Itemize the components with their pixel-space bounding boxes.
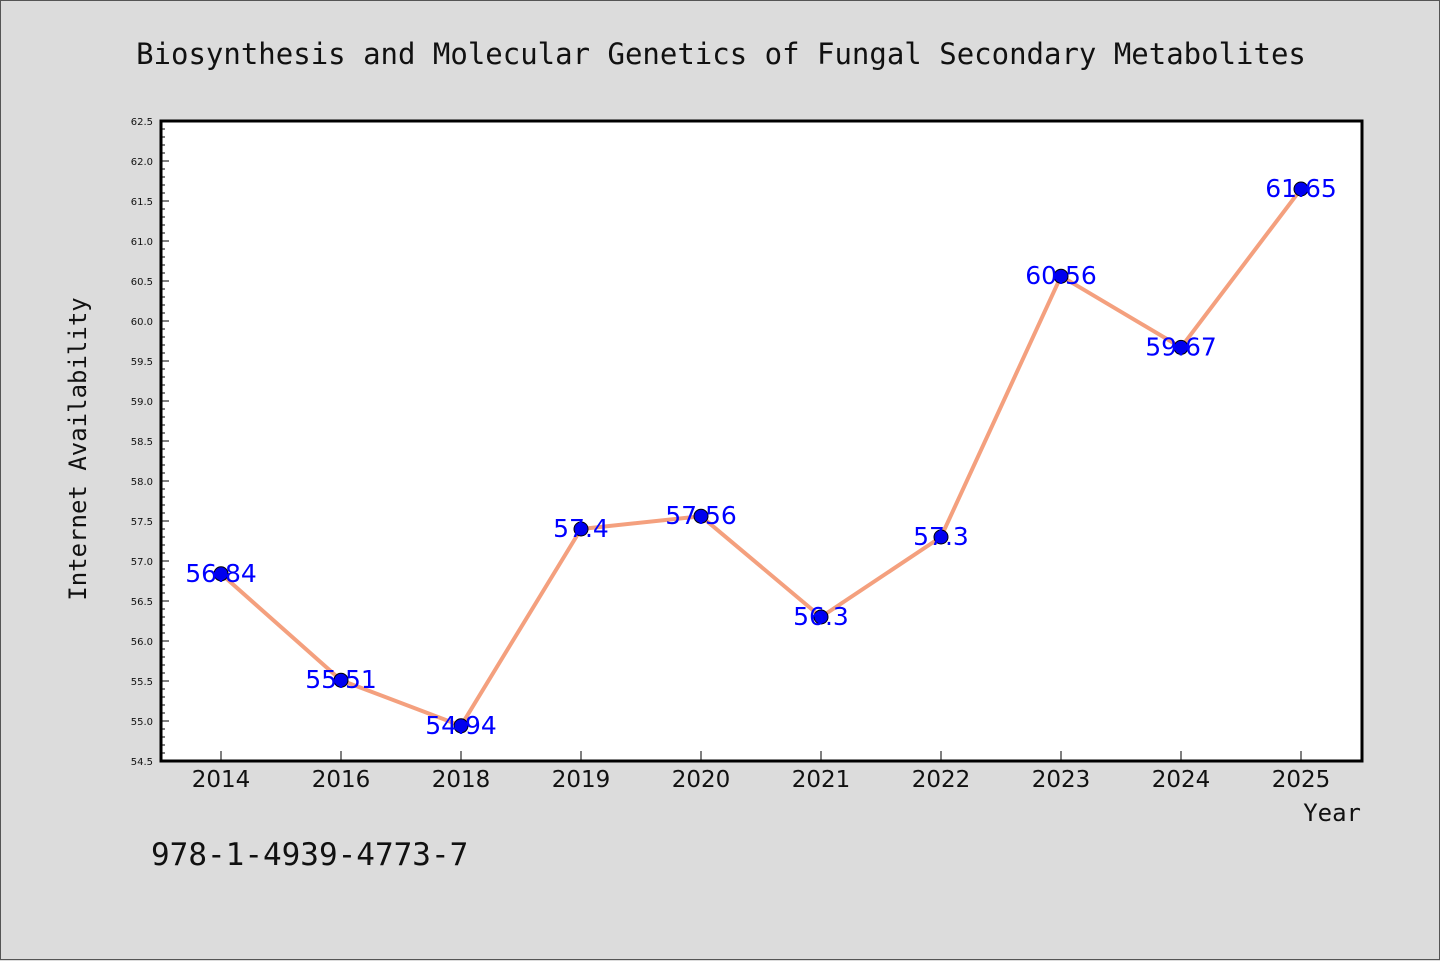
data-point	[1173, 339, 1189, 355]
chart-title: Biosynthesis and Molecular Genetics of F…	[136, 37, 1306, 71]
data-label: 56.84	[185, 559, 257, 588]
y-tick-label: 54.5	[131, 757, 153, 768]
x-tick-label: 2021	[792, 767, 851, 793]
x-tick-label: 2022	[912, 767, 971, 793]
y-axis-title: Internet Availability	[64, 297, 92, 600]
y-tick-label: 57.0	[131, 557, 153, 568]
x-tick-label: 2018	[432, 767, 491, 793]
x-tick-label: 2016	[312, 767, 371, 793]
y-tick-label: 57.5	[131, 517, 153, 528]
data-label: 57.3	[913, 522, 969, 551]
y-tick-label: 61.5	[131, 197, 153, 208]
data-point	[1053, 268, 1069, 284]
data-label: 57.56	[665, 501, 737, 530]
x-tick-label: 2024	[1152, 767, 1211, 793]
y-tick-label: 59.0	[131, 397, 153, 408]
data-point	[693, 508, 709, 524]
y-tick-label: 58.0	[131, 477, 153, 488]
data-label: 61.65	[1265, 174, 1337, 203]
y-tick-label: 60.5	[131, 277, 153, 288]
data-label: 54.94	[425, 711, 497, 740]
x-axis-title: Year	[1303, 799, 1361, 827]
y-tick-label: 56.5	[131, 597, 153, 608]
y-tick-label: 56.0	[131, 637, 153, 648]
data-label: 55.51	[305, 665, 377, 694]
x-axis: 2014 2016 2018 2019 2020 2021 2022 2023 2024 2025	[192, 751, 1331, 793]
y-tick-label: 62.0	[131, 157, 153, 168]
y-tick-label: 60.0	[131, 317, 153, 328]
data-label: 56.3	[793, 602, 849, 631]
y-tick-label: 62.5	[131, 117, 153, 128]
x-tick-label: 2025	[1272, 767, 1331, 793]
x-tick-label: 2014	[192, 767, 251, 793]
data-point	[933, 529, 949, 545]
x-tick-label: 2020	[672, 767, 731, 793]
data-point	[1293, 181, 1309, 197]
series-layer: 56.84 55.51 54.94 57.4 57.56 56.3 57.3 60.56 59.…	[185, 174, 1337, 740]
y-tick-label: 61.0	[131, 237, 153, 248]
y-tick-label: 55.5	[131, 677, 153, 688]
x-tick-label: 2023	[1032, 767, 1091, 793]
data-label: 57.4	[553, 514, 609, 543]
data-point	[453, 718, 469, 734]
data-label: 59.67	[1145, 332, 1217, 361]
plot-area	[159, 119, 1364, 763]
data-point	[813, 609, 829, 625]
y-tick-label: 59.5	[131, 357, 153, 368]
y-axis: 54.5 55.0 55.5 56.0 56.5 57.0 57.5 58.0 58.5 59.0…	[131, 117, 169, 768]
y-tick-label: 58.5	[131, 437, 153, 448]
x-tick-label: 2019	[552, 767, 611, 793]
isbn-label: 978-1-4939-4773-7	[151, 837, 468, 873]
data-point	[213, 566, 229, 582]
data-point	[333, 672, 349, 688]
y-tick-label: 55.0	[131, 717, 153, 728]
series-line	[219, 187, 1303, 728]
data-label: 60.56	[1025, 261, 1097, 290]
data-point	[573, 521, 589, 537]
